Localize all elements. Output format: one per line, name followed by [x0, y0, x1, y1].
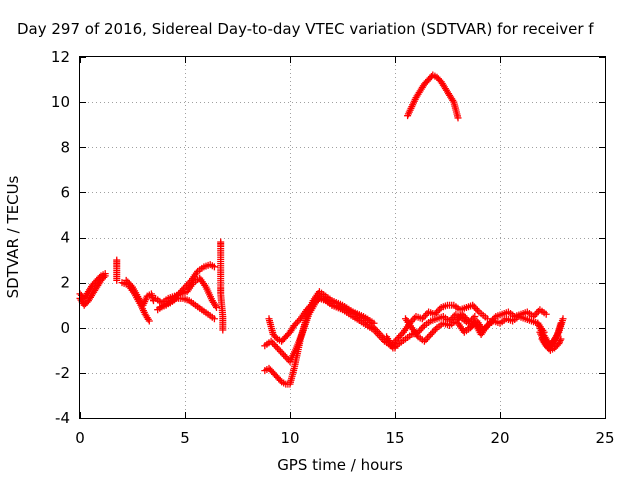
series-seg-g	[404, 71, 462, 122]
x-tick-label: 0	[75, 429, 85, 447]
data-point	[427, 331, 435, 339]
grid-lines	[80, 57, 605, 418]
data-points	[76, 71, 567, 388]
y-tick-label: 10	[51, 93, 70, 111]
data-point	[471, 312, 479, 320]
data-point	[420, 313, 428, 321]
data-point	[210, 263, 218, 271]
data-point	[473, 306, 481, 314]
x-tick-label: 20	[490, 429, 509, 447]
series-seg-f1	[387, 301, 491, 350]
data-point	[145, 317, 153, 325]
data-point	[422, 336, 430, 344]
data-point	[555, 340, 563, 348]
x-axis-label: GPS time / hours	[277, 456, 403, 474]
y-axis-label: SDTVAR / TECUs	[4, 175, 22, 298]
data-point	[557, 335, 565, 343]
series-seg-e1	[261, 288, 388, 388]
x-tick-label: 15	[385, 429, 404, 447]
x-tick-label: 5	[180, 429, 190, 447]
x-tick-label: 25	[595, 429, 614, 447]
data-point	[275, 346, 283, 354]
y-tick-label: 2	[60, 274, 70, 292]
data-point	[419, 323, 427, 331]
data-point	[210, 315, 218, 323]
data-point	[396, 332, 404, 340]
data-point	[272, 342, 280, 350]
plot-frame	[79, 56, 606, 419]
tick-labels: 0 5 10 15 20 25 -4 -2 0 2 4 6 8 10 12	[51, 48, 615, 447]
data-point	[278, 349, 286, 357]
data-point	[101, 270, 109, 278]
data-point	[559, 315, 567, 323]
data-point	[417, 325, 425, 333]
y-tick-label: 6	[60, 183, 70, 201]
data-point	[219, 326, 227, 334]
axis-ticks	[80, 57, 606, 419]
series-seg-c3	[154, 294, 218, 323]
data-point	[531, 311, 539, 319]
data-point	[542, 310, 550, 318]
data-point	[269, 339, 277, 347]
y-tick-label: 12	[51, 48, 70, 66]
series-seg-f2	[383, 310, 479, 352]
data-point	[277, 347, 285, 355]
data-point	[280, 351, 288, 359]
data-point	[273, 344, 281, 352]
y-tick-label: 8	[60, 138, 70, 156]
series-seg-a2	[76, 270, 109, 302]
data-point	[113, 276, 121, 284]
data-point	[465, 317, 472, 325]
series-seg-c2	[152, 274, 220, 311]
y-tick-label: -4	[55, 409, 70, 427]
series-seg-e3	[265, 294, 378, 345]
series-seg-i3	[538, 335, 565, 354]
series-seg-b3	[122, 276, 157, 309]
chart-title: Day 297 of 2016, Sidereal Day-to-day VTE…	[17, 20, 594, 38]
series-seg-i2	[534, 315, 567, 350]
data-point	[556, 338, 563, 346]
series-seg-b1	[113, 256, 121, 284]
y-tick-label: -2	[55, 364, 70, 382]
data-point	[293, 318, 301, 326]
data-point	[431, 325, 439, 333]
series-seg-h2	[465, 312, 548, 339]
y-tick-label: 0	[60, 319, 70, 337]
data-point	[470, 303, 478, 311]
series-seg-d	[217, 238, 227, 334]
data-point	[370, 319, 378, 327]
data-point	[483, 315, 491, 323]
x-tick-label: 10	[280, 429, 299, 447]
data-point	[425, 332, 433, 340]
data-point	[213, 303, 220, 311]
data-point	[428, 329, 436, 337]
data-point	[281, 353, 289, 361]
data-point	[556, 337, 564, 345]
data-point	[454, 114, 462, 122]
y-tick-label: 4	[60, 229, 70, 247]
